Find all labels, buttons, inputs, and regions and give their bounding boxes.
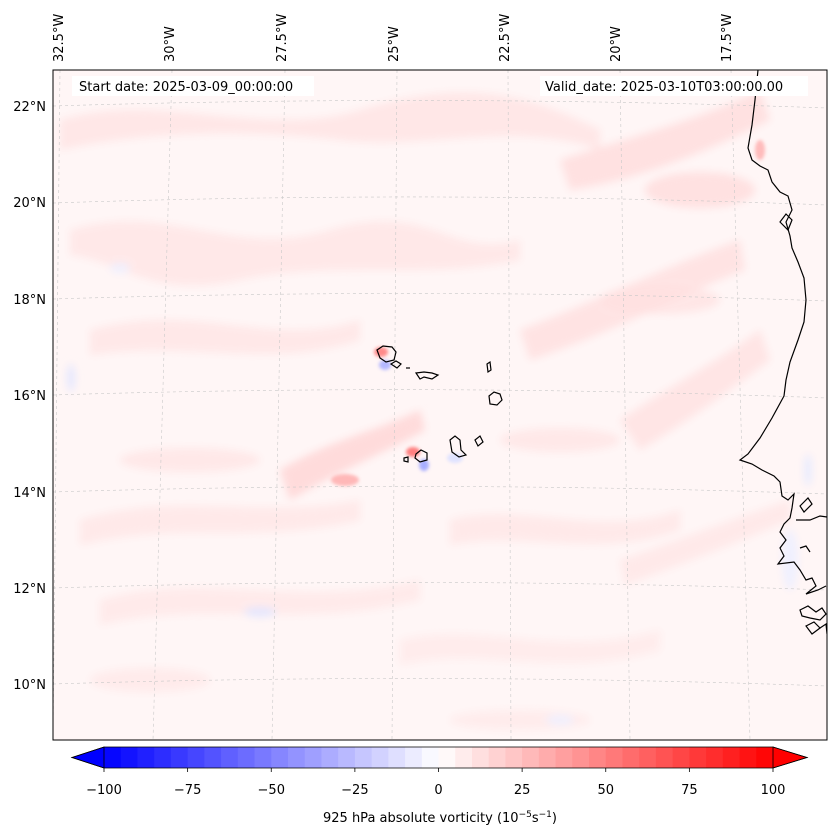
colorbar-bin <box>120 747 139 768</box>
lon-label: 27.5°W <box>275 14 290 62</box>
lat-label: 12°N <box>13 582 46 597</box>
valid-date-text: Valid_date: 2025-03-10T03:00:00.00 <box>545 80 783 95</box>
lat-label: 16°N <box>13 389 46 404</box>
colorbar-tick-label: 25 <box>514 783 531 798</box>
colorbar-tick-label: 0 <box>434 783 442 798</box>
colorbar-bin <box>739 747 757 768</box>
west-africa-coastline <box>738 70 827 595</box>
colorbar <box>70 746 809 769</box>
brava-island <box>403 456 409 463</box>
gridlines <box>53 70 827 740</box>
colorbar-ticks: −100 −75 −50 −25 0 25 50 75 100 <box>86 768 785 798</box>
lat-labels: 22°N 20°N 18°N 16°N 14°N 12°N 10°N <box>13 100 46 693</box>
lat-label: 18°N <box>13 293 46 308</box>
colorbar-label: 925 hPa absolute vorticity (10−5s−1) <box>323 810 557 826</box>
lat-label: 22°N <box>13 100 46 115</box>
fogo-island <box>414 449 428 463</box>
valid-date-box <box>540 76 808 96</box>
map-panel <box>53 70 827 740</box>
colorbar-bin <box>555 747 573 768</box>
colorbar-bin <box>237 747 256 768</box>
colorbar-bin <box>672 747 690 768</box>
lat-label: 20°N <box>13 196 46 211</box>
colorbar-bin <box>655 747 674 768</box>
boa-vista-island <box>488 391 503 406</box>
colorbar-bin <box>405 747 423 768</box>
colorbar-tick-label: −100 <box>86 783 122 798</box>
colorbar-bin <box>254 747 272 768</box>
island-vorticity-dipoles <box>331 140 765 486</box>
colorbar-bin <box>354 747 373 768</box>
santiago-island <box>449 435 468 458</box>
map-frame <box>52 69 828 741</box>
sao-nicolau-island <box>414 371 440 380</box>
lon-label: 30°W <box>163 26 178 62</box>
colorbar-bin <box>471 747 490 768</box>
colorbar-tick-label: −50 <box>258 783 285 798</box>
colorbar-bin <box>204 747 222 768</box>
lon-labels: 32.5°W 30°W 27.5°W 25°W 22.5°W 20°W 17.5°W <box>52 14 735 62</box>
sao-vicente-island <box>389 360 402 369</box>
colorbar-bin <box>722 747 741 768</box>
colorbar-bin <box>572 747 590 768</box>
colorbar-bin <box>756 747 774 768</box>
lon-label: 32.5°W <box>52 14 67 62</box>
colorbar-bin <box>488 747 507 768</box>
colorbar-bin <box>187 747 205 768</box>
colorbar-bin <box>388 747 406 768</box>
colorbar-bin <box>221 747 239 768</box>
colorbar-extend-min <box>70 746 105 769</box>
colorbar-bin <box>639 747 657 768</box>
lat-label: 10°N <box>13 678 46 693</box>
colorbar-bin <box>321 747 339 768</box>
colorbar-bin <box>104 747 122 768</box>
colorbar-bin <box>538 747 557 768</box>
maio-island <box>474 435 484 447</box>
colorbar-bin <box>706 747 724 768</box>
colorbar-bin <box>271 747 289 768</box>
colorbar-bin <box>137 747 155 768</box>
colorbar-bin <box>438 747 456 768</box>
lon-label: 17.5°W <box>720 14 735 62</box>
colorbar-tick-label: −25 <box>341 783 368 798</box>
colorbar-bin <box>170 747 189 768</box>
lon-label: 20°W <box>609 26 624 62</box>
colorbar-bin <box>622 747 640 768</box>
colorbar-bin <box>154 747 172 768</box>
colorbar-tick-label: 75 <box>681 783 698 798</box>
start-date-box <box>72 76 314 96</box>
santo-antao-island <box>376 345 397 363</box>
colorbar-tick-label: −75 <box>174 783 201 798</box>
colorbar-bin <box>287 747 306 768</box>
colorbar-bin <box>689 747 707 768</box>
colorbar-bin <box>421 747 440 768</box>
colorbar-bin <box>589 747 607 768</box>
colorbar-bin <box>605 747 624 768</box>
colorbar-bin <box>455 747 473 768</box>
colorbar-tick-label: 50 <box>597 783 614 798</box>
colorbar-bin <box>505 747 523 768</box>
colorbar-bin <box>522 747 540 768</box>
colorbar-extend-max <box>772 746 809 769</box>
lon-label: 22.5°W <box>498 14 513 62</box>
colorbar-tick-label: 100 <box>761 783 786 798</box>
colorbar-bin <box>371 747 389 768</box>
colorbar-bin <box>304 747 323 768</box>
start-date-text: Start date: 2025-03-09_00:00:00 <box>79 80 293 95</box>
lat-label: 14°N <box>13 486 46 501</box>
coastlines <box>376 70 827 635</box>
colorbar-bin <box>338 747 356 768</box>
sal-island <box>486 360 492 374</box>
vorticity-field <box>60 90 812 730</box>
lon-label: 25°W <box>387 26 402 62</box>
